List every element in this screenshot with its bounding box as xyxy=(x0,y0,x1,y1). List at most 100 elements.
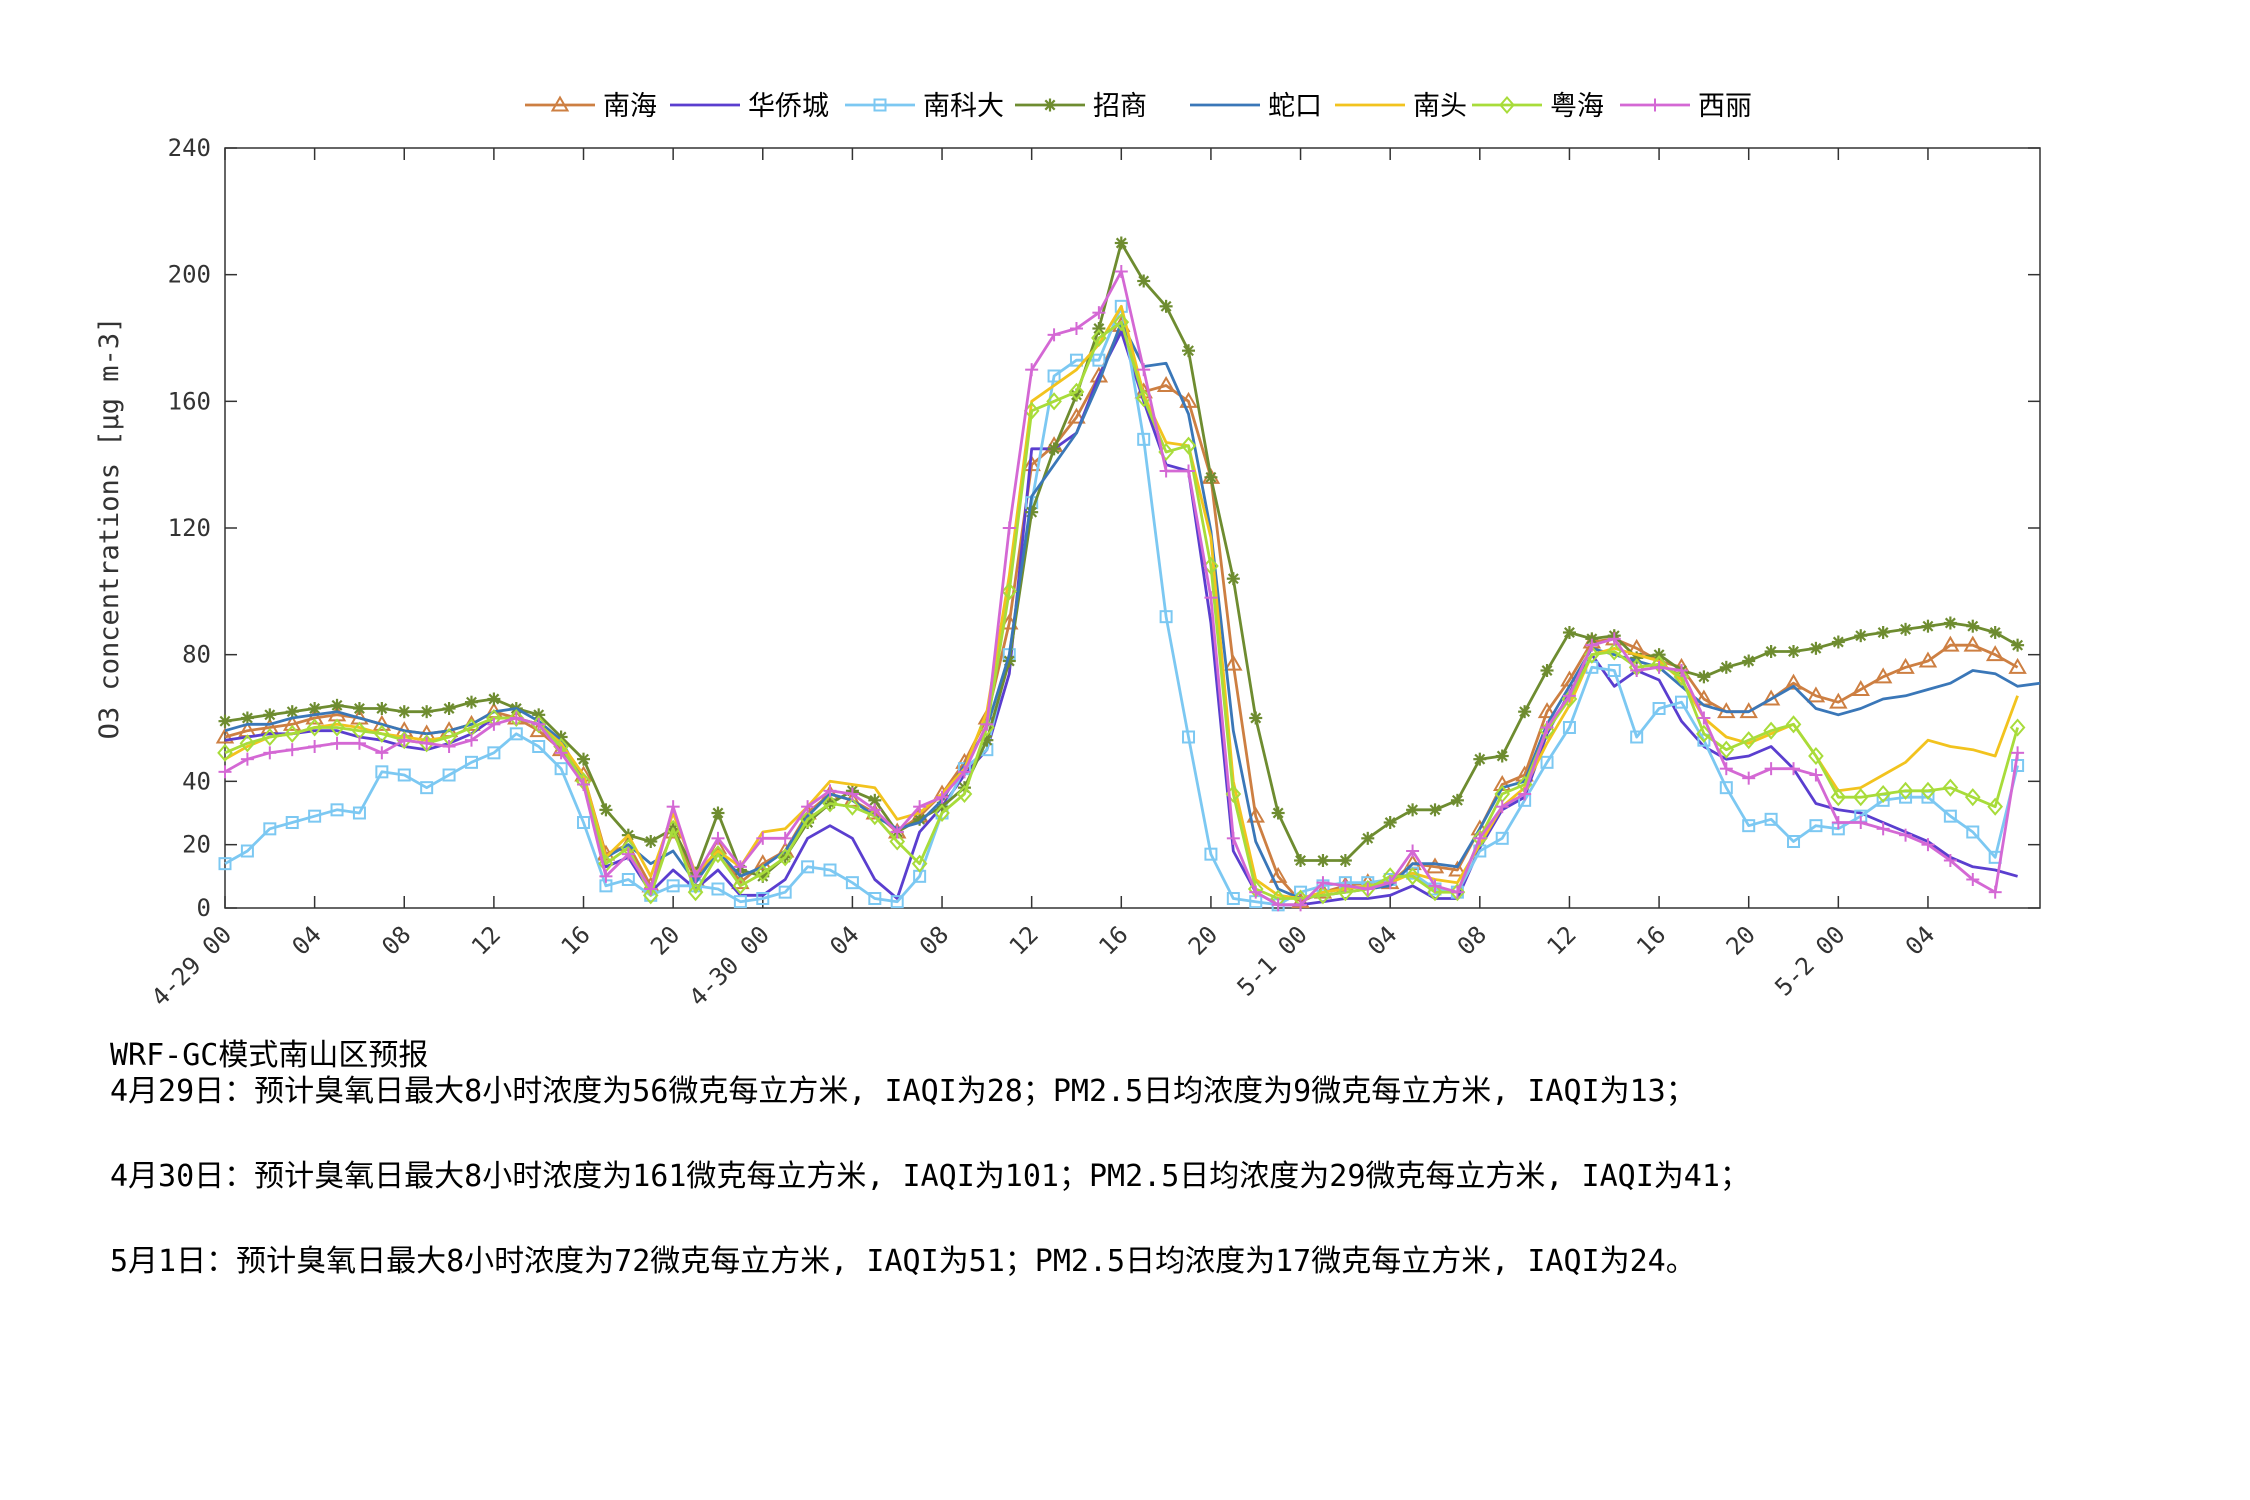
data-point xyxy=(1471,829,1488,848)
data-point xyxy=(218,857,232,871)
data-point xyxy=(1966,873,1980,886)
data-point xyxy=(822,794,838,813)
data-point xyxy=(1226,831,1240,845)
legend-label: 南头 xyxy=(1413,91,1467,122)
data-point xyxy=(487,746,501,760)
data-point xyxy=(1114,236,1128,250)
x-tick-label: 08 xyxy=(1452,920,1492,960)
data-point xyxy=(1674,695,1688,709)
data-point xyxy=(1787,835,1801,848)
y-tick-label: 200 xyxy=(168,261,211,289)
data-point xyxy=(1876,822,1890,836)
data-point xyxy=(1406,844,1420,858)
data-point xyxy=(397,733,411,747)
data-point xyxy=(374,724,390,743)
data-point xyxy=(442,702,456,715)
data-point xyxy=(644,882,658,896)
data-point xyxy=(2011,746,2025,760)
data-point xyxy=(1607,664,1621,677)
data-point xyxy=(1226,892,1240,905)
data-point xyxy=(687,883,704,902)
series-line xyxy=(224,304,2019,907)
y-tick-label: 40 xyxy=(182,767,211,795)
data-point xyxy=(1137,363,1151,377)
data-point xyxy=(1896,657,1915,674)
data-point xyxy=(1652,660,1666,674)
data-point xyxy=(1092,353,1106,367)
data-point xyxy=(1852,788,1869,807)
data-point xyxy=(1831,635,1845,649)
data-point xyxy=(1742,654,1756,668)
data-point xyxy=(1806,686,1826,703)
y-tick-label: 80 xyxy=(182,641,211,669)
data-point xyxy=(1606,642,1623,661)
data-point xyxy=(1673,667,1690,686)
data-point xyxy=(509,711,523,725)
data-point xyxy=(801,800,815,814)
data-point xyxy=(1943,809,1957,823)
data-point xyxy=(1742,771,1756,785)
data-point xyxy=(1316,854,1330,867)
series-5 xyxy=(224,304,2019,900)
data-point xyxy=(330,803,344,817)
data-point xyxy=(689,869,703,883)
data-point xyxy=(1226,572,1240,586)
data-point xyxy=(1268,866,1288,883)
data-point xyxy=(1873,667,1893,684)
data-point xyxy=(285,816,299,829)
data-point xyxy=(1246,806,1265,823)
data-point xyxy=(1425,857,1445,874)
x-tick-label: 4-29 00 xyxy=(146,920,237,1011)
legend-label: 蛇口 xyxy=(1268,91,1322,122)
y-tick-label: 160 xyxy=(168,387,211,415)
data-point xyxy=(263,708,277,722)
x-tick-label: 20 xyxy=(1721,920,1761,960)
data-point xyxy=(1963,635,1983,652)
data-point xyxy=(868,793,882,807)
data-point xyxy=(1966,825,1980,839)
data-point xyxy=(754,864,771,883)
data-point xyxy=(330,698,344,712)
x-tick-label: 12 xyxy=(1541,920,1581,960)
data-point xyxy=(1875,784,1891,804)
data-point xyxy=(868,892,882,905)
data-point xyxy=(1204,847,1218,861)
data-point xyxy=(487,717,501,731)
data-point xyxy=(1025,505,1039,519)
data-point xyxy=(1495,749,1509,763)
data-point xyxy=(1092,322,1106,335)
data-point xyxy=(1002,521,1016,535)
data-point xyxy=(1899,828,1913,842)
data-point xyxy=(1092,306,1106,320)
data-point xyxy=(666,879,680,893)
data-point xyxy=(1697,711,1711,725)
data-point xyxy=(1294,898,1308,912)
x-tick-label: 04 xyxy=(1362,920,1402,960)
data-point xyxy=(980,717,994,731)
forecast-line-0: 4月29日：预计臭氧日最大8小时浓度为56微克每立方米, IAQI为28；PM2… xyxy=(110,1074,1696,1109)
data-point xyxy=(577,752,591,766)
data-point xyxy=(1204,470,1218,484)
legend-label: 西丽 xyxy=(1698,91,1752,122)
data-point xyxy=(508,708,525,728)
data-point xyxy=(239,734,256,753)
data-point xyxy=(1899,622,1913,636)
data-point xyxy=(1830,788,1847,807)
data-point xyxy=(420,781,434,795)
legend-label: 华侨城 xyxy=(748,91,829,122)
data-point xyxy=(756,892,770,905)
data-point xyxy=(263,746,277,760)
data-point xyxy=(532,740,546,753)
data-point xyxy=(1918,651,1938,668)
data-point xyxy=(1784,673,1803,690)
series-1 xyxy=(224,330,2018,907)
data-point xyxy=(1851,679,1870,696)
data-point xyxy=(1787,762,1801,776)
data-point xyxy=(1652,648,1666,662)
data-point xyxy=(801,860,815,874)
data-point xyxy=(1630,730,1644,744)
data-point xyxy=(217,743,233,762)
data-point xyxy=(420,705,434,719)
data-point xyxy=(1091,328,1107,348)
data-point xyxy=(577,816,591,829)
